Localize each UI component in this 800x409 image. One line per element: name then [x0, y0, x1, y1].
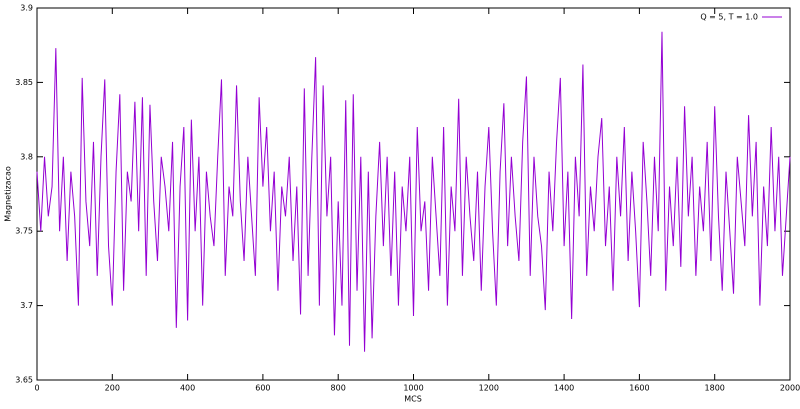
y-tick-label: 3.65 [15, 376, 33, 385]
y-tick-label: 3.7 [20, 301, 33, 310]
plot-border [36, 7, 791, 381]
x-tick-label: 800 [331, 384, 346, 393]
y-tick-label: 3.9 [20, 4, 33, 13]
x-tick-label: 200 [105, 384, 120, 393]
x-tick-label: 600 [255, 384, 270, 393]
x-tick-label: 0 [34, 384, 39, 393]
y-tick-label: 3.75 [15, 227, 33, 236]
x-tick-label: 2000 [780, 384, 800, 393]
x-axis-label: MCS [404, 395, 422, 404]
x-tick-label: 1000 [403, 384, 423, 393]
legend-label: Q = 5, T = 1.0 [700, 13, 758, 22]
x-tick-label: 1400 [554, 384, 574, 393]
x-tick-label: 1800 [705, 384, 725, 393]
y-axis-label: Magnetizacao [4, 166, 13, 222]
y-tick-label: 3.8 [20, 152, 33, 161]
x-tick-label: 1200 [479, 384, 499, 393]
x-tick-label: 1600 [629, 384, 649, 393]
data-line [36, 31, 791, 352]
x-tick-label: 400 [180, 384, 195, 393]
y-tick-label: 3.85 [15, 78, 33, 87]
